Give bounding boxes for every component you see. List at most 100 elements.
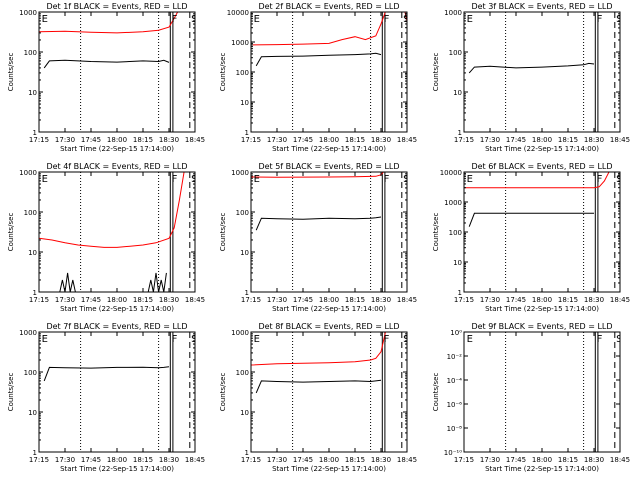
events-series-line [468,62,595,74]
y-tick-label: 100 [24,369,37,377]
y-tick-label: 10000 [227,9,249,17]
x-tick-label: 18:30 [159,456,179,464]
x-tick-label: 18:45 [610,136,630,144]
x-tick-label: 18:00 [319,136,339,144]
x-tick-label: 18:45 [185,296,205,304]
x-tick-label: 17:15 [241,456,261,464]
x-axis-label: Start Time (22-Sep-15 17:14:00) [485,465,599,473]
events-series-line [415,218,425,220]
x-tick-label: 17:15 [29,136,49,144]
plot-frame [38,11,196,133]
x-tick-label: 18:45 [185,456,205,464]
y-tick-label: 10000 [440,169,462,177]
events-series-line [203,367,213,368]
marker-label-f: F [384,174,390,185]
x-tick-label: 18:30 [584,296,604,304]
x-tick-label: 18:30 [584,136,604,144]
events-series-line [255,379,382,394]
marker-label-s: S [191,14,197,25]
x-axis-label: Start Time (22-Sep-15 17:14:00) [60,145,174,153]
x-tick-label: 17:45 [81,296,101,304]
lld-series-line [251,332,386,366]
marker-label-f: F [597,14,603,25]
x-tick-label: 17:15 [241,136,261,144]
y-tick-label: 1000 [19,329,37,337]
marker-label-e: E [42,334,48,345]
x-axis-label: Start Time (22-Sep-15 17:14:00) [60,465,174,473]
x-axis-label: Start Time (22-Sep-15 17:14:00) [272,145,386,153]
panel-det-5f: Det 5f BLACK = Events, RED = LLD E F S E 1 10 1… [219,162,425,313]
marker-label-s: S [191,174,197,185]
x-tick-label: 17:45 [293,296,313,304]
x-tick-label: 18:45 [397,136,417,144]
y-tick-label: 10 [453,89,462,97]
events-series-line [147,272,167,292]
y-tick-label: 100 [24,49,37,57]
marker-label-e: E [254,334,260,345]
y-tick-label: 1000 [231,329,249,337]
y-axis-label: Counts/sec [219,213,227,252]
marker-label-e: E [467,14,473,25]
x-axis-label: Start Time (22-Sep-15 17:14:00) [485,145,599,153]
x-tick-label: 18:30 [371,296,391,304]
x-tick-label: 17:15 [454,136,474,144]
marker-label-e: E [42,14,48,25]
marker-label-e: E [254,14,260,25]
events-series-line [628,213,638,214]
events-series-line [255,216,382,231]
x-tick-label: 18:45 [397,456,417,464]
marker-label-e: E [467,174,473,185]
y-tick-label: 10⁻² [447,353,463,361]
y-tick-label: 1000 [231,39,249,47]
y-tick-label: 1 [33,449,37,457]
y-tick-label: 1000 [19,169,37,177]
x-tick-label: 18:30 [584,456,604,464]
panel-title: Det 8f BLACK = Events, RED = LLD [258,322,399,331]
x-tick-label: 17:45 [506,296,526,304]
y-tick-label: 1 [245,129,249,137]
x-tick-label: 18:00 [532,456,552,464]
x-tick-label: 18:00 [107,456,127,464]
x-tick-label: 18:15 [345,136,365,144]
marker-label-f: F [172,14,178,25]
x-tick-label: 18:15 [558,136,578,144]
events-series-line [415,54,425,56]
marker-label-f: F [597,174,603,185]
plot-frame [38,331,196,453]
y-tick-label: 1000 [19,9,37,17]
panel-det-9f: Det 9f BLACK = Events, RED = LLD E F S E 10⁻¹… [432,322,630,473]
y-axis-label: Counts/sec [7,213,15,252]
plot-frame [463,331,621,453]
x-tick-label: 18:15 [558,456,578,464]
marker-label-s: S [616,334,622,345]
panel-title: Det 4f BLACK = Events, RED = LLD [46,162,187,171]
events-series-line [59,272,76,292]
y-tick-label: 10⁻⁴ [447,377,463,385]
panel-det-6f: Det 6f BLACK = Events, RED = LLDEFSE1101… [432,162,638,313]
panel-title: Det 1f BLACK = Events, RED = LLD [46,2,187,11]
y-tick-label: 10 [240,249,249,257]
x-tick-label: 17:30 [480,296,500,304]
x-tick-label: 17:45 [293,136,313,144]
panel-det-8f: Det 8f BLACK = Events, RED = LLD E F S E 1 10 1… [219,322,417,473]
marker-label-s: S [403,334,409,345]
y-tick-label: 10 [240,409,249,417]
x-tick-label: 18:45 [610,456,630,464]
panel-title: Det 9f BLACK = Events, RED = LLD [471,322,612,331]
y-axis-label: Counts/sec [219,53,227,92]
lld-series-line [464,172,610,189]
x-tick-label: 17:45 [506,456,526,464]
panel-title: Det 6f BLACK = Events, RED = LLD [471,162,612,171]
events-series-line [200,273,216,292]
events-series-line [628,63,638,65]
y-tick-label: 1000 [444,199,462,207]
y-tick-label: 10 [240,99,249,107]
y-axis-label: Counts/sec [432,53,440,92]
panel-title: Det 2f BLACK = Events, RED = LLD [258,2,399,11]
x-tick-label: 18:00 [107,296,127,304]
x-tick-label: 17:15 [29,296,49,304]
